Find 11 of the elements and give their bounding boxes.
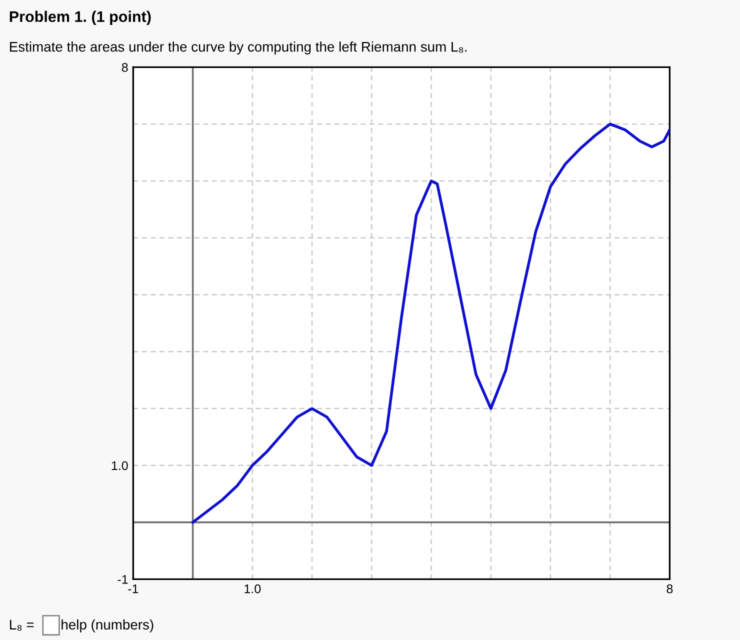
text: help (numbers) [62,619,154,632]
y-tick-label: 8 [122,63,128,72]
text: L₈ = [10,620,34,631]
line-series [191,122,670,524]
chart-title: Problem 1. (1 point) [10,10,151,26]
x-tick-label: 1.0 [244,584,261,594]
x-tick-label: -1 [128,584,138,594]
y-tick-label: -1 [118,575,128,584]
chart-subtitle: Estimate the areas under the curve by computing the left Riemann sum L₈. [10,42,467,54]
y-tick-label: 1.0 [112,461,128,470]
x-tick-label: 8 [666,584,673,594]
